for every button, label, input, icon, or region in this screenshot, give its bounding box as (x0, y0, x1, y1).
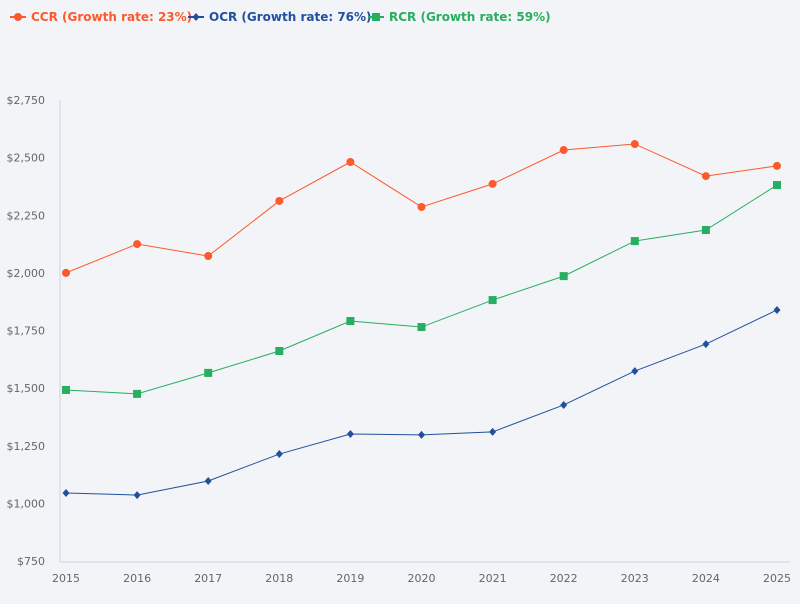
x-tick-label: 2016 (123, 572, 151, 585)
y-tick-label: $2,750 (7, 94, 46, 107)
data-point-ccr (204, 252, 213, 261)
y-tick-label: $750 (17, 555, 45, 568)
data-point-rcr (133, 389, 142, 398)
data-point-ocr (418, 430, 425, 439)
data-point-ocr (62, 489, 70, 498)
series-line-ocr (65, 309, 778, 496)
data-point-ccr (773, 161, 781, 170)
x-tick-label: 2023 (621, 572, 649, 585)
data-point-ccr (133, 240, 142, 249)
data-point-ccr (346, 158, 355, 167)
data-point-ccr (630, 140, 639, 149)
data-point-ccr (417, 202, 426, 211)
data-point-rcr (62, 385, 70, 394)
data-point-rcr (346, 317, 355, 326)
series-group (62, 140, 781, 500)
data-point-ocr (275, 450, 283, 459)
y-tick-label: $2,000 (7, 267, 46, 280)
data-point-ocr (489, 427, 497, 436)
legend-item-rcr[interactable]: RCR (Growth rate: 59%) (368, 10, 551, 24)
series-ccr (62, 140, 781, 277)
y-tick-label: $1,000 (7, 497, 46, 510)
data-point-ccr (488, 179, 497, 188)
legend-marker-ocr-icon (192, 13, 200, 21)
x-tick-label: 2015 (52, 572, 80, 585)
legend-label: OCR (Growth rate: 76%) (209, 10, 372, 24)
legend-marker-rcr-icon (372, 13, 380, 21)
x-tick-label: 2024 (692, 572, 720, 585)
data-point-rcr (773, 181, 781, 190)
x-tick-label: 2021 (479, 572, 507, 585)
data-point-rcr (488, 296, 497, 305)
data-point-rcr (417, 323, 426, 332)
x-tick-label: 2020 (408, 572, 436, 585)
legend-item-ccr[interactable]: CCR (Growth rate: 23%) (10, 10, 192, 24)
data-point-ccr (62, 268, 70, 277)
data-point-rcr (630, 237, 639, 246)
data-point-ocr (773, 305, 781, 314)
data-point-ocr (133, 491, 141, 500)
data-point-ccr (701, 172, 710, 181)
data-point-rcr (701, 226, 710, 235)
data-point-ccr (559, 146, 568, 155)
y-tick-label: $1,250 (7, 440, 46, 453)
data-point-ocr (346, 429, 354, 438)
series-rcr (62, 181, 781, 398)
data-point-rcr (204, 368, 213, 377)
data-point-ocr (204, 477, 212, 486)
x-tick-label: 2017 (194, 572, 222, 585)
y-tick-label: $1,750 (7, 325, 46, 338)
legend-item-ocr[interactable]: OCR (Growth rate: 76%) (188, 10, 372, 24)
data-point-rcr (275, 347, 284, 356)
series-ocr (62, 305, 781, 500)
y-tick-label: $2,250 (7, 209, 46, 222)
legend-label: CCR (Growth rate: 23%) (31, 10, 192, 24)
data-point-ccr (275, 196, 284, 205)
x-tick-label: 2019 (336, 572, 364, 585)
data-point-rcr (559, 272, 568, 281)
series-line-rcr (65, 184, 778, 395)
axes: $750 $1,000 $1,250 $1,500 $1,750 $2,000 $2,250… (7, 94, 792, 585)
x-tick-label: 2018 (265, 572, 293, 585)
legend-label: RCR (Growth rate: 59%) (389, 10, 551, 24)
legend-marker-ccr-icon (14, 13, 22, 21)
x-tick-label: 2022 (550, 572, 578, 585)
data-point-ocr (702, 340, 710, 349)
y-tick-label: $2,500 (7, 152, 46, 165)
y-tick-label: $1,500 (7, 382, 46, 395)
data-point-ocr (631, 367, 639, 376)
legend: CCR (Growth rate: 23%) OCR (Growth rate: … (10, 10, 551, 24)
data-point-ocr (560, 400, 568, 409)
x-tick-label: 2025 (763, 572, 791, 585)
